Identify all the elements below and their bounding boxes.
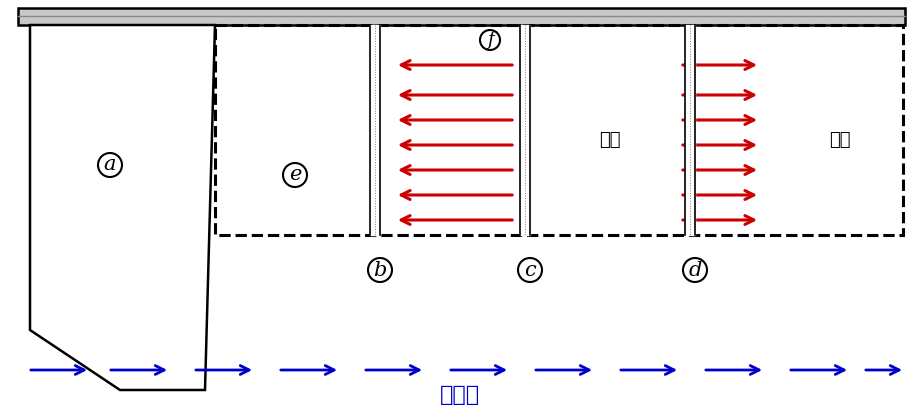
Text: c: c <box>524 260 535 279</box>
Text: f: f <box>486 31 493 49</box>
Bar <box>215 25 902 235</box>
Circle shape <box>98 153 122 177</box>
Circle shape <box>368 258 391 282</box>
Text: a: a <box>104 155 116 175</box>
Circle shape <box>283 163 307 187</box>
Text: 외력: 외력 <box>598 131 620 149</box>
Text: d: d <box>687 260 701 279</box>
Text: b: b <box>373 260 386 279</box>
Circle shape <box>480 30 499 50</box>
Text: 저항력: 저항력 <box>439 385 480 405</box>
Polygon shape <box>30 25 215 390</box>
Polygon shape <box>18 8 904 25</box>
Text: e: e <box>289 166 301 184</box>
Text: 외력: 외력 <box>828 131 850 149</box>
Circle shape <box>517 258 541 282</box>
Circle shape <box>682 258 706 282</box>
